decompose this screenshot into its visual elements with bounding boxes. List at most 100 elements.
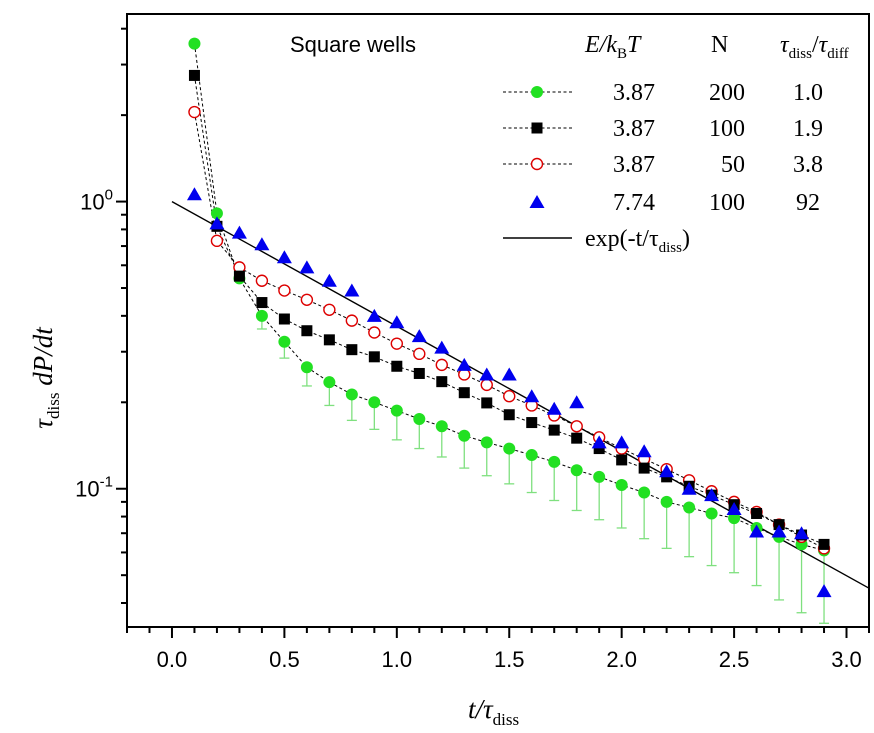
- series-2-point: [548, 424, 560, 436]
- chart-title: Square wells: [290, 32, 416, 57]
- series-4-point: [636, 444, 652, 458]
- series-2-point: [278, 313, 290, 325]
- series-2-point: [188, 69, 200, 81]
- series-4-point: [591, 435, 607, 449]
- series-2-point: [503, 409, 515, 421]
- series-2-point: [256, 297, 268, 309]
- series-2-point: [323, 334, 335, 346]
- series-1-point: [278, 335, 291, 348]
- series-4-point: [569, 395, 585, 409]
- legend-row-2-ratio: 1.9: [793, 116, 823, 142]
- series-1-point: [638, 486, 651, 499]
- series-1-point: [323, 376, 336, 389]
- series-3-point: [390, 337, 404, 350]
- x-axis-label: t/τdiss: [468, 694, 519, 729]
- series-1-point: [480, 436, 493, 449]
- series-4-point: [546, 401, 562, 415]
- series-2-point: [638, 462, 650, 474]
- legend: E/kBT N τdiss/τdiff 3.87 200 1.0 3.87 10…: [503, 32, 849, 256]
- series-4-point: [209, 216, 225, 230]
- legend-row-4-energy: 7.74: [613, 190, 655, 216]
- series-4-point: [704, 488, 720, 502]
- series-2-point: [481, 397, 493, 409]
- legend-header-ratio: τdiss/τdiff: [780, 32, 849, 62]
- series-1-point: [345, 388, 358, 401]
- series-4-point: [479, 367, 495, 381]
- series-1-point: [300, 361, 313, 374]
- legend-row-4-n: 100: [709, 190, 745, 216]
- series-2-point: [616, 454, 628, 466]
- series-4-point: [771, 524, 787, 538]
- series-4-point: [389, 315, 405, 329]
- legend-header-energy: E/kBT: [584, 32, 642, 62]
- series-4-point: [749, 524, 765, 538]
- legend-marker-1: [531, 86, 543, 98]
- fit-line-exp: [171, 200, 870, 589]
- x-tick-label: 3.0: [831, 647, 862, 672]
- series-1-point: [413, 412, 426, 425]
- legend-row-1-energy: 3.87: [613, 80, 655, 106]
- series-1-point: [188, 37, 201, 50]
- series-1-point: [728, 512, 741, 525]
- legend-marker-3: [530, 157, 544, 171]
- legend-samples: [503, 86, 572, 239]
- series-4-point: [366, 308, 382, 322]
- y-tick-label: 10-1: [75, 474, 113, 502]
- legend-row-2-energy: 3.87: [613, 116, 655, 142]
- series-2-point: [818, 538, 830, 550]
- series-1-point: [705, 507, 718, 520]
- series-3-point: [503, 390, 516, 403]
- legend-row-4-ratio: 92: [796, 190, 820, 216]
- series-3-point: [413, 347, 426, 361]
- series-4-point: [456, 357, 472, 371]
- series-4-point: [726, 502, 742, 516]
- x-tick-label: 1.0: [382, 647, 413, 672]
- legend-row-3-n: 50: [721, 152, 745, 178]
- series-3-point: [210, 234, 224, 248]
- series-2-point: [751, 507, 763, 519]
- legend-marker-4: [529, 195, 545, 208]
- series-4-point: [344, 283, 360, 297]
- y-axis-label: τdiss dP/dt: [28, 326, 63, 429]
- series-1-point: [683, 501, 696, 514]
- series-2-point: [391, 360, 403, 372]
- series-3-point: [278, 284, 291, 297]
- series-1-point: [548, 455, 561, 468]
- series-4-point: [816, 584, 832, 598]
- series-4-point: [231, 225, 247, 239]
- x-tick-label: 2.5: [719, 647, 750, 672]
- plot-frame: [126, 13, 870, 628]
- legend-row-1-n: 200: [709, 80, 745, 106]
- series-1-point: [255, 309, 268, 322]
- series-2-point: [413, 367, 425, 379]
- series-4-point: [299, 260, 315, 274]
- series-2-point: [526, 417, 538, 429]
- series-2-point: [458, 387, 470, 399]
- series-4-point: [411, 329, 427, 343]
- legend-row-3-energy: 3.87: [613, 152, 655, 178]
- x-tick-label: 0.0: [157, 647, 188, 672]
- series-3-point: [345, 314, 359, 327]
- series-4-point: [681, 481, 697, 495]
- series-1-point: [660, 495, 673, 508]
- series-1-point: [435, 420, 448, 433]
- series-4-point: [614, 435, 630, 449]
- series-4-point: [524, 389, 540, 403]
- legend-row-1-ratio: 1.0: [793, 80, 823, 106]
- x-tick-label: 2.0: [606, 647, 637, 672]
- series-4-point: [659, 464, 675, 478]
- series-4-point: [501, 367, 517, 381]
- legend-marker-2: [531, 122, 543, 134]
- series-2-point: [593, 443, 605, 455]
- series-1-point: [570, 464, 583, 477]
- series-1-point: [503, 442, 516, 455]
- series-1-point: [210, 207, 223, 220]
- series-4-point: [276, 250, 292, 264]
- series-2-line: [193, 75, 825, 545]
- series-3-point: [255, 274, 269, 287]
- legend-row-3-ratio: 3.8: [793, 152, 823, 178]
- series-4-point: [321, 273, 337, 287]
- series-2-point: [346, 344, 358, 356]
- series-3-point: [188, 105, 201, 119]
